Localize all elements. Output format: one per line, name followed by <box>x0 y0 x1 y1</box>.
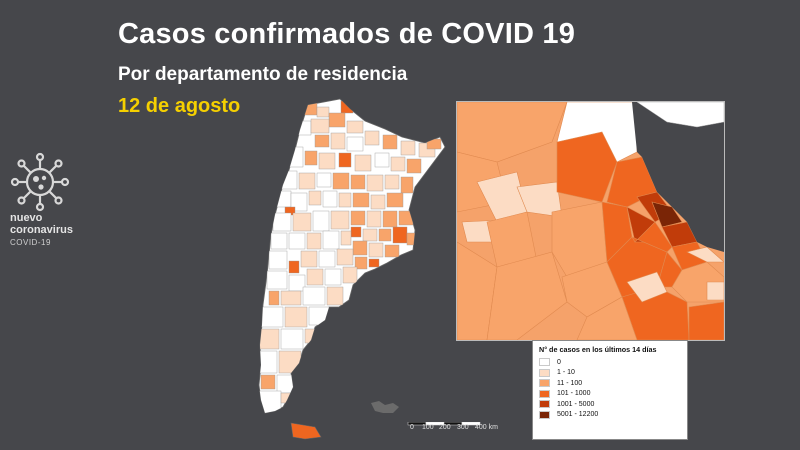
coronavirus-icon <box>10 152 70 212</box>
legend-label: 5001 - 12200 <box>557 411 599 419</box>
legend-item: 5001 - 12200 <box>539 410 681 421</box>
legend-swatch <box>539 389 550 398</box>
legend-swatch <box>539 368 550 377</box>
legend-item: 11 - 100 <box>539 378 681 389</box>
legend-swatch <box>539 379 550 388</box>
legend-swatch <box>539 400 550 409</box>
page-subtitle: Por departamento de residencia <box>118 64 408 85</box>
legend-item: 0 <box>539 357 681 368</box>
rio-de-la-plata <box>632 102 724 252</box>
map-legend: N° de casos en los últimos 14 días 0 1 -… <box>532 340 688 440</box>
legend-label: 0 <box>557 358 561 366</box>
report-date: 12 de agosto <box>118 95 241 117</box>
scale-tick: 300 <box>457 424 469 431</box>
scale-tick: 0 <box>410 424 414 431</box>
department-polygons <box>259 100 442 413</box>
legend-swatch <box>539 358 550 367</box>
legend-label: 11 - 100 <box>557 379 583 387</box>
scale-bar <box>407 422 481 426</box>
legend-label: 1001 - 5000 <box>557 400 595 408</box>
legend-swatch <box>539 410 550 419</box>
legend-item: 1 - 10 <box>539 368 681 379</box>
scale-tick: 200 <box>439 424 451 431</box>
legend-title: N° de casos en los últimos 14 días <box>539 345 657 354</box>
nuevo-coronavirus-logo: nuevo coronavirus COVID-19 <box>10 152 100 247</box>
uruguay-coast <box>636 102 724 128</box>
scale-tick: 400 km <box>475 424 498 431</box>
legend-label: 1 - 10 <box>557 369 575 377</box>
argentina-choropleth-map <box>258 98 446 440</box>
logo-line-coronavirus: coronavirus <box>10 224 73 236</box>
scale-tick: 100 <box>422 424 434 431</box>
legend-label: 101 - 1000 <box>557 390 591 398</box>
islas-malvinas <box>371 401 399 413</box>
logo-line-covid19: COVID-19 <box>10 238 51 247</box>
inset-map-svg <box>457 102 724 340</box>
legend-item: 101 - 1000 <box>539 389 681 400</box>
inset-map-amba <box>456 101 725 341</box>
page-title: Casos confirmados de COVID 19 <box>118 18 576 50</box>
logo-line-nuevo: nuevo <box>10 212 43 224</box>
legend-item: 1001 - 5000 <box>539 399 681 410</box>
tierra-del-fuego <box>290 422 322 440</box>
